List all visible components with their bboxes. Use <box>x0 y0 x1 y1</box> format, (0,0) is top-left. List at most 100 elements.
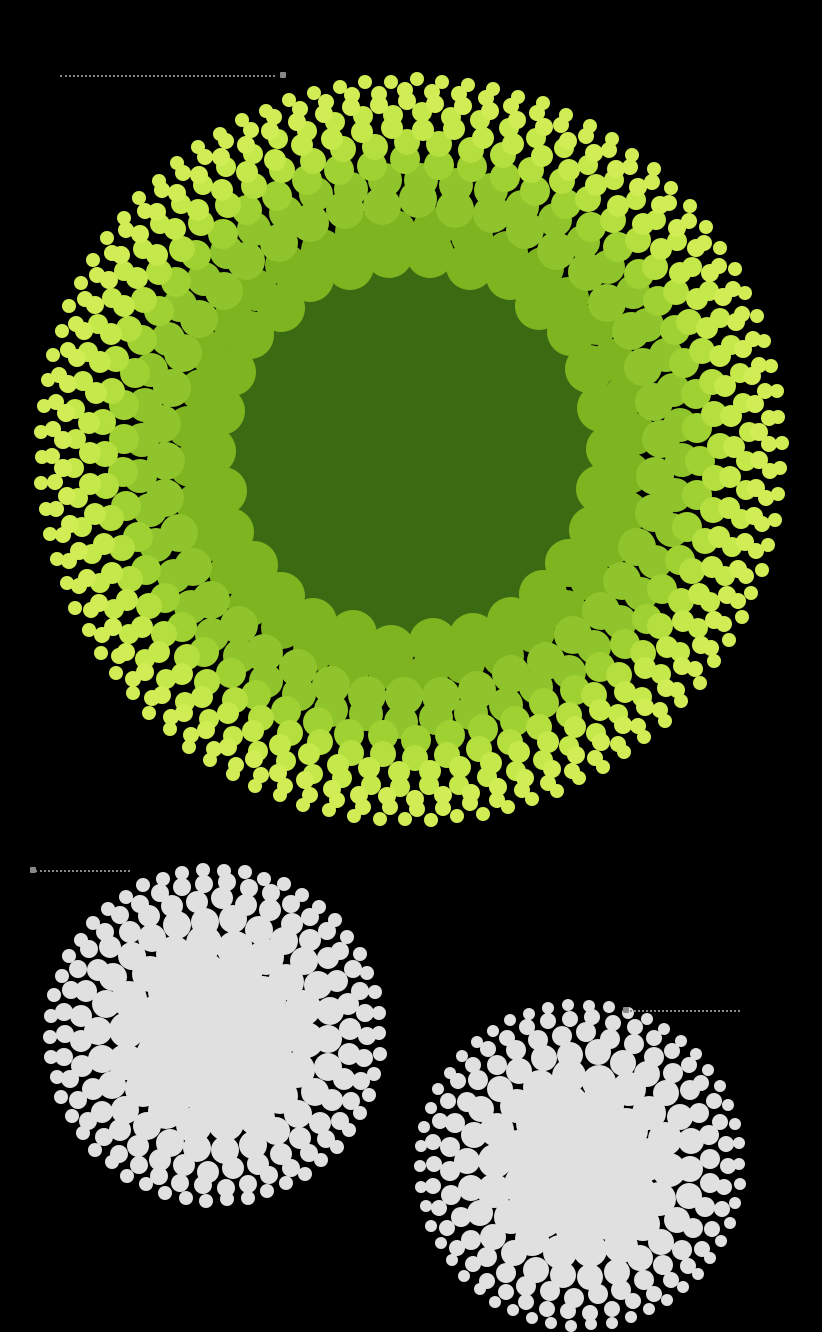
packed-dot <box>440 1137 460 1157</box>
packed-dot <box>714 1080 726 1092</box>
packed-dot <box>675 1035 687 1047</box>
packed-dot <box>523 1008 535 1020</box>
packed-dot <box>729 1118 741 1130</box>
packed-dot <box>585 1318 597 1330</box>
packed-dot <box>606 1317 618 1329</box>
packed-dot <box>468 1070 488 1090</box>
packed-dot <box>539 1301 555 1317</box>
packed-dot <box>663 1063 683 1083</box>
packed-dot <box>461 1122 487 1148</box>
packed-dot <box>474 1283 486 1295</box>
packed-dot <box>458 1175 484 1201</box>
packed-dot <box>692 1268 704 1280</box>
packed-dot <box>644 1047 664 1067</box>
packed-dot <box>478 1144 512 1178</box>
packed-dot <box>600 1029 620 1049</box>
packed-dot <box>425 1102 437 1114</box>
packed-dot <box>690 1048 702 1060</box>
packed-dot <box>435 1237 447 1249</box>
packed-dot <box>425 1134 441 1150</box>
packed-dot <box>706 1093 722 1109</box>
packed-dot <box>562 999 574 1011</box>
packed-dot <box>560 1303 576 1319</box>
packed-dot <box>689 1103 709 1123</box>
packed-dot <box>420 1200 432 1212</box>
packed-dot <box>677 1156 703 1182</box>
label-endpoint-marker <box>623 1007 629 1013</box>
packed-dot <box>444 1067 456 1079</box>
packed-dot <box>446 1254 458 1266</box>
packed-dot <box>458 1270 470 1282</box>
packed-dot <box>625 1311 637 1323</box>
packed-dot <box>496 1263 516 1283</box>
packed-dot <box>646 1286 662 1302</box>
packed-dot <box>489 1296 501 1308</box>
packed-dot <box>605 1015 621 1031</box>
packed-dot <box>672 1240 692 1260</box>
packed-dot <box>724 1217 736 1229</box>
packed-dot <box>487 1055 507 1075</box>
packed-dot <box>702 1064 714 1076</box>
packed-dot <box>603 1001 615 1013</box>
packed-dot <box>677 1281 689 1293</box>
packed-dot <box>445 1113 465 1133</box>
packed-dot <box>487 1025 499 1037</box>
packed-dot <box>465 1256 481 1272</box>
packed-dot <box>439 1220 455 1236</box>
packed-dot <box>498 1284 514 1300</box>
packed-dot <box>714 1201 730 1217</box>
packed-dot <box>457 1092 477 1112</box>
packed-dot <box>562 1011 578 1027</box>
packed-dot <box>643 1303 655 1315</box>
packed-dot <box>425 1178 441 1194</box>
packed-dot <box>641 1013 653 1025</box>
packed-dot <box>540 1013 556 1029</box>
packed-dot <box>542 1002 554 1014</box>
packed-dot <box>695 1197 715 1217</box>
packed-dot <box>718 1136 734 1152</box>
packed-dot <box>526 1312 538 1324</box>
packed-dot <box>733 1158 745 1170</box>
packed-dot <box>658 1023 670 1035</box>
packed-dot <box>625 1293 641 1309</box>
packed-dot <box>519 1019 535 1035</box>
packed-dot <box>693 1075 709 1091</box>
packed-dot <box>414 1160 426 1172</box>
packed-dot <box>440 1161 460 1181</box>
packed-dot <box>661 1294 673 1306</box>
packed-dot <box>722 1099 734 1111</box>
packed-dot <box>506 1058 532 1084</box>
packed-dot <box>425 1220 437 1232</box>
packed-dot <box>432 1083 444 1095</box>
packed-dot <box>627 1245 653 1271</box>
packed-dot <box>734 1178 746 1190</box>
packed-dot <box>733 1137 745 1149</box>
packed-dot <box>704 1221 720 1237</box>
packed-dot <box>516 1276 536 1296</box>
packed-dot <box>573 1233 607 1267</box>
packed-dot <box>715 1235 727 1247</box>
packed-dot <box>540 1281 560 1301</box>
packed-dot <box>604 1301 620 1317</box>
packed-dot <box>518 1294 534 1310</box>
packed-dot <box>729 1197 741 1209</box>
packed-dot <box>588 1284 608 1304</box>
packed-dot <box>545 1317 557 1329</box>
packed-dot <box>700 1149 720 1169</box>
packed-dot <box>648 1229 674 1255</box>
packed-dot <box>624 1034 644 1054</box>
packed-dot <box>653 1080 679 1106</box>
packed-dot <box>418 1121 430 1133</box>
packed-dot <box>504 1014 516 1026</box>
packed-dot <box>712 1114 728 1130</box>
packed-dot <box>440 1093 456 1109</box>
packed-dot <box>610 1050 636 1076</box>
packed-dot <box>583 1000 595 1012</box>
label-leader-line <box>630 1010 740 1012</box>
lower-right-cluster <box>0 0 822 1330</box>
packed-dot <box>716 1179 732 1195</box>
packed-dot <box>507 1304 519 1316</box>
packed-dot <box>415 1140 427 1152</box>
packed-dot <box>704 1252 716 1264</box>
packed-dot <box>415 1181 427 1193</box>
